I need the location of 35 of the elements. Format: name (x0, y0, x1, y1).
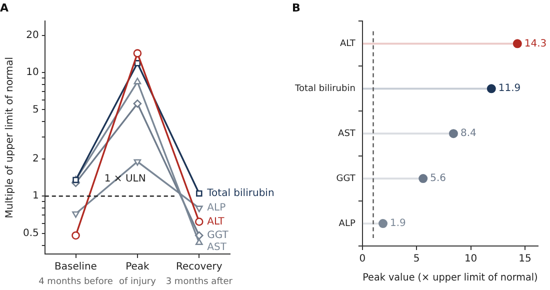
y-tick-label: ALP (338, 218, 356, 229)
data-label: 8.4 (460, 128, 476, 140)
y-tick-label: 0.5 (22, 228, 39, 239)
x-tick-label: 10 (464, 254, 478, 265)
y-tick-label: 10 (26, 67, 39, 78)
chart-title: B (292, 1, 300, 14)
y-tick-label: ALT (340, 39, 356, 50)
series-label: AST (207, 242, 228, 254)
series-label: ALP (207, 202, 226, 214)
data-label: 5.6 (430, 173, 446, 184)
data-label: 14.3 (524, 38, 547, 50)
y-axis-title: Multiple of upper limit of normal (4, 56, 16, 218)
text: 4 months before (38, 276, 114, 287)
series-label: GGT (207, 230, 230, 242)
x-tick-label: 5 (413, 254, 420, 265)
x-tick-label: Recovery (176, 262, 222, 273)
text: 3 months after (166, 276, 233, 287)
y-tick-label: Total bilirubin (294, 84, 356, 94)
x-tick-label: Peak (126, 262, 150, 273)
x-tick-label: Baseline (54, 262, 97, 273)
data-label: 1.9 (390, 218, 406, 230)
y-tick-label: AST (338, 128, 356, 139)
y-tick-label: 20 (26, 30, 39, 41)
x-axis-title: Peak value (× upper limit of normal) (362, 272, 538, 284)
y-tick-label: 5 (32, 104, 39, 116)
y-tick-label: GGT (336, 174, 356, 184)
series-label: Total bilirubin (206, 188, 274, 200)
series-label: ALT (207, 216, 226, 228)
x-tick-label: 0 (359, 254, 366, 265)
data-label: 11.9 (498, 83, 521, 94)
y-tick-label: 1 (32, 190, 39, 202)
y-tick-label: 2 (32, 153, 39, 164)
chart-title: A (0, 1, 9, 14)
x-tick-label: 15 (518, 254, 532, 265)
text: of injury (118, 276, 157, 287)
